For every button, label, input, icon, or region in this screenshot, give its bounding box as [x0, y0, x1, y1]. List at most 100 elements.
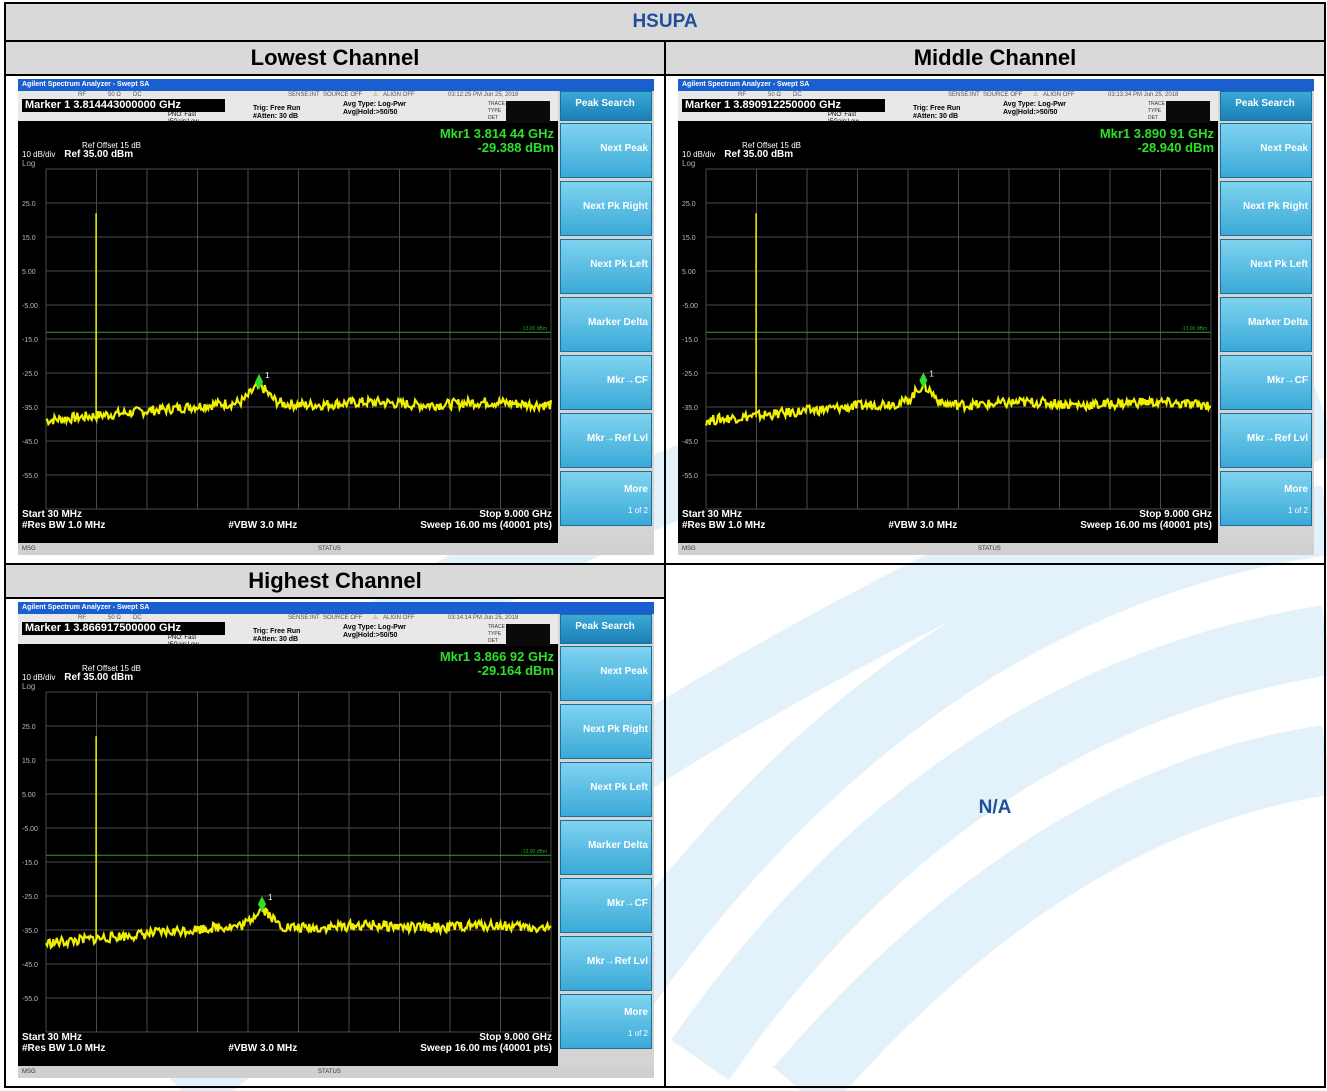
y-tick-label: -55.0	[22, 996, 38, 1003]
softkey-next-pk-right[interactable]: Next Pk Right	[560, 704, 652, 760]
status-label: STATUS	[318, 546, 341, 553]
y-tick-label: 15.0	[682, 235, 696, 242]
y-tick-label: -15.0	[22, 337, 38, 344]
na-cell: N/A	[663, 563, 1327, 1088]
softkey-next-peak[interactable]: Next Peak	[1220, 123, 1312, 179]
softkey-next-pk-left[interactable]: Next Pk Left	[560, 762, 652, 818]
marker-frequency: Mkr1 3.890 91 GHz	[1099, 126, 1214, 142]
impedance-label: 50 Ω	[768, 92, 781, 99]
report-table: HSUPA Lowest Channel Middle Channel Agil…	[3, 1, 1327, 1088]
softkey-next-pk-left[interactable]: Next Pk Left	[1220, 239, 1312, 295]
det-label: DET	[488, 638, 498, 645]
softkey-more-page: 1 of 2	[627, 506, 648, 516]
log-label: Log	[22, 159, 36, 169]
det-label: DET	[488, 115, 498, 122]
softkey-more-page: 1 of 2	[627, 1029, 648, 1039]
start-freq: Start 30 MHz	[682, 509, 743, 521]
marker-readout: Marker 1 3.814443000000 GHz	[22, 99, 225, 113]
softkey-mkr-cf[interactable]: Mkr→CF	[560, 355, 652, 411]
timestamp: 03:13:34 PM Jun 25, 2018	[1108, 92, 1179, 99]
marker-diamond	[255, 374, 264, 391]
channel-header-highest: Highest Channel	[4, 563, 666, 600]
softkey-next-peak[interactable]: Next Peak	[560, 646, 652, 702]
softkey-more[interactable]: More 1 of 2	[560, 471, 652, 527]
softkey-next-pk-right[interactable]: Next Pk Right	[1220, 181, 1312, 237]
softkey-marker-delta[interactable]: Marker Delta	[1220, 297, 1312, 353]
trace-indicator-grid	[1166, 101, 1210, 124]
marker-readout: Marker 1 3.890912250000 GHz	[682, 99, 885, 113]
softkey-more[interactable]: More 1 of 2	[560, 994, 652, 1050]
y-tick-label: 25.0	[682, 201, 696, 208]
source-label: SOURCE OFF	[323, 92, 363, 99]
status-bar: MSG STATUS	[678, 543, 1314, 556]
softkey-peak-search[interactable]: Peak Search	[560, 614, 652, 645]
analyzer-title-bar: Agilent Spectrum Analyzer - Swept SA	[18, 602, 654, 615]
softkey-marker-delta[interactable]: Marker Delta	[560, 820, 652, 876]
avg-type-label: Avg Type: Log-Pwr	[343, 101, 406, 109]
softkey-mkr-cf[interactable]: Mkr→CF	[1220, 355, 1312, 411]
start-freq: Start 30 MHz	[22, 509, 83, 521]
report-title: HSUPA	[3, 1, 1327, 43]
trig-label: Trig: Free Run	[253, 628, 301, 636]
impedance-label: 50 Ω	[108, 92, 121, 99]
softkey-peak-search[interactable]: Peak Search	[1220, 91, 1312, 122]
marker-frequency: Mkr1 3.814 44 GHz	[439, 126, 554, 142]
y-tick-label: -5.00	[22, 826, 38, 833]
trace-indicator-grid	[506, 624, 550, 647]
softkey-peak-search[interactable]: Peak Search	[560, 91, 652, 122]
timestamp: 03:12:25 PM Jun 25, 2018	[448, 92, 519, 99]
y-tick-label: 5.00	[22, 269, 36, 276]
source-label: SOURCE OFF	[983, 92, 1023, 99]
rf-label: RF	[78, 92, 86, 99]
softkey-panel: Peak Search Next Peak Next Pk Right Next…	[558, 614, 654, 1067]
ref-level: Ref 35.00 dBm	[64, 672, 134, 684]
warning-icon: ⚠	[1033, 92, 1039, 99]
y-tick-label: -5.00	[682, 303, 698, 310]
y-tick-label: 25.0	[22, 724, 36, 731]
softkey-panel: Peak Search Next Peak Next Pk Right Next…	[1218, 91, 1314, 544]
stop-freq: Stop 9.000 GHz	[479, 1032, 552, 1044]
y-tick-label: 15.0	[22, 758, 36, 765]
trig-label: Trig: Free Run	[913, 105, 961, 113]
rbw-label: #Res BW 1.0 MHz	[682, 520, 766, 532]
trace-label: TRACE	[488, 624, 505, 631]
warning-icon: ⚠	[373, 615, 379, 622]
spectrum-plot: 25.0 15.0 5.00 -5.00 -15.0 -25.0 -35.0 -45.0 -55…	[22, 168, 553, 510]
status-label: STATUS	[978, 546, 1001, 553]
softkey-mkr-ref-lvl[interactable]: Mkr→Ref Lvl	[1220, 413, 1312, 469]
det-label: DET	[1148, 115, 1158, 122]
rf-label: RF	[738, 92, 746, 99]
softkey-next-pk-right[interactable]: Next Pk Right	[560, 181, 652, 237]
sweep-label: Sweep 16.00 ms (40001 pts)	[420, 1043, 552, 1055]
ifgain-label: IFGain:Low	[828, 119, 859, 126]
softkey-panel: Peak Search Next Peak Next Pk Right Next…	[558, 91, 654, 544]
align-label: ALIGN OFF	[1043, 92, 1075, 99]
softkey-more[interactable]: More 1 of 2	[1220, 471, 1312, 527]
marker-number: 1	[265, 371, 270, 380]
y-tick-label: -5.00	[22, 303, 38, 310]
y-tick-label: -55.0	[22, 473, 38, 480]
vbw-label: #VBW 3.0 MHz	[228, 520, 298, 532]
ref-level: Ref 35.00 dBm	[724, 149, 794, 161]
analyzer-title: Agilent Spectrum Analyzer - Swept SA	[22, 604, 150, 612]
y-tick-label: -35.0	[22, 405, 38, 412]
rf-label: RF	[78, 615, 86, 622]
marker-level: -29.388 dBm	[477, 140, 554, 156]
limit-label: -13.00 dBm	[521, 327, 547, 333]
trace-label: TRACE	[1148, 101, 1165, 108]
warning-icon: ⚠	[373, 92, 379, 99]
analyzer-screen-lowest: Agilent Spectrum Analyzer - Swept SA RF …	[18, 79, 654, 556]
softkey-marker-delta[interactable]: Marker Delta	[560, 297, 652, 353]
softkey-next-pk-left[interactable]: Next Pk Left	[560, 239, 652, 295]
channel-header-middle: Middle Channel	[663, 40, 1327, 77]
trig-label: Trig: Free Run	[253, 105, 301, 113]
softkey-mkr-cf[interactable]: Mkr→CF	[560, 878, 652, 934]
softkey-mkr-ref-lvl[interactable]: Mkr→Ref Lvl	[560, 936, 652, 992]
align-label: ALIGN OFF	[383, 615, 415, 622]
softkey-next-peak[interactable]: Next Peak	[560, 123, 652, 179]
marker-readout: Marker 1 3.866917500000 GHz	[22, 622, 225, 636]
coupling-label: DC	[133, 615, 142, 622]
atten-label: #Atten: 30 dB	[253, 113, 299, 121]
softkey-mkr-ref-lvl[interactable]: Mkr→Ref Lvl	[560, 413, 652, 469]
y-tick-label: -35.0	[682, 405, 698, 412]
